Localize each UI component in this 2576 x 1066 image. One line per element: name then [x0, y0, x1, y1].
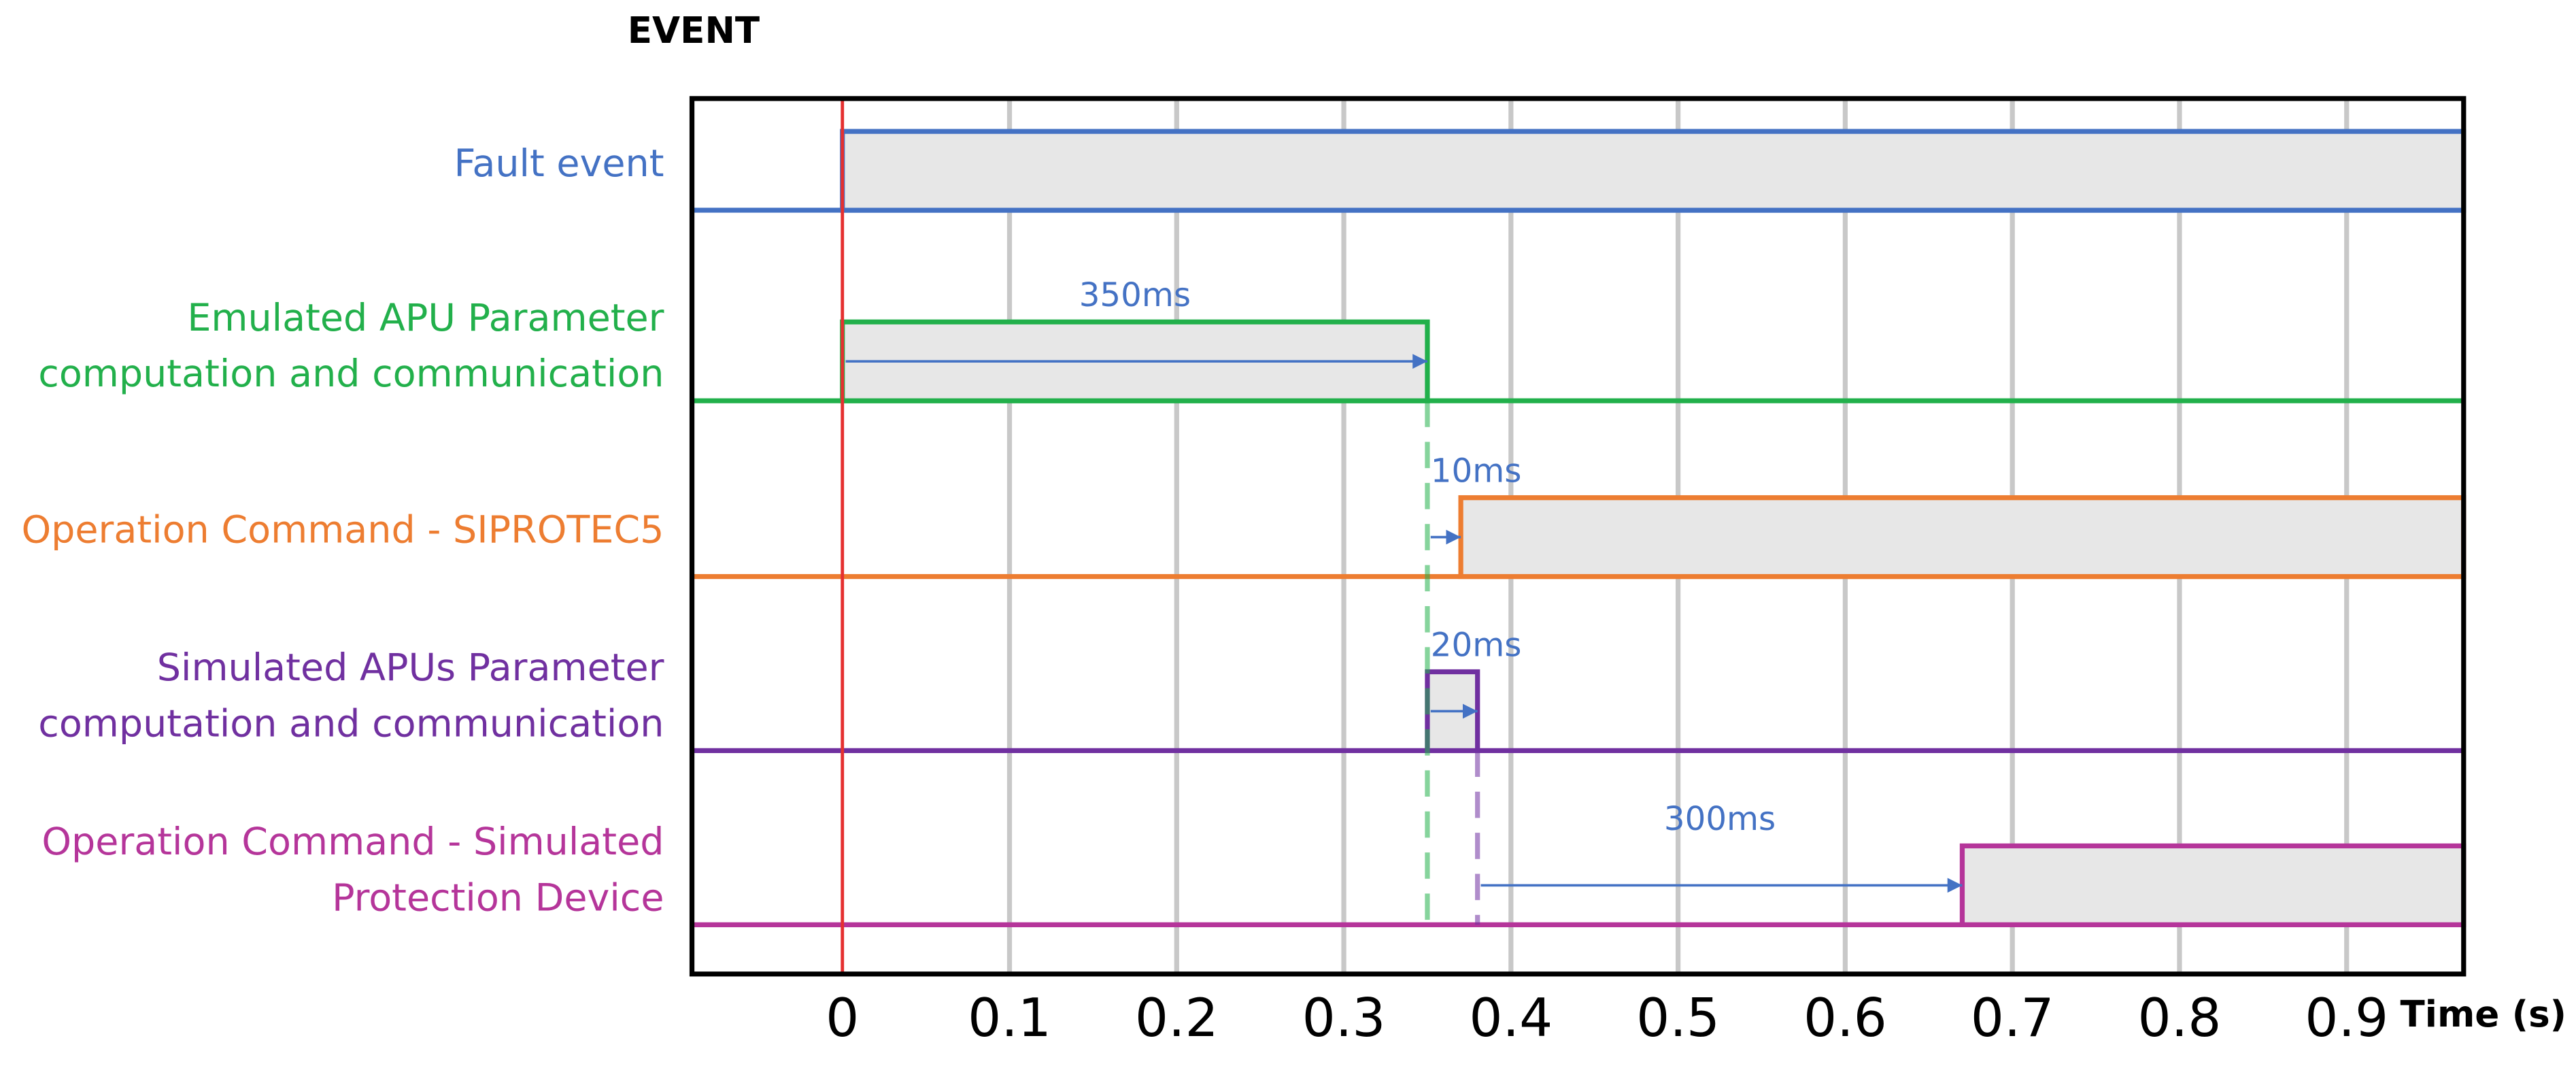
x-axis-label: Time (s) — [2401, 993, 2566, 1035]
row-label: Fault event — [454, 141, 664, 186]
row-label: computation and communication — [38, 701, 664, 746]
row-label: computation and communication — [38, 352, 664, 396]
row-label: Operation Command - Simulated — [41, 820, 664, 864]
chart-title: EVENT — [628, 10, 760, 52]
x-tick-label: 0.5 — [1636, 988, 1720, 1049]
plot-frame — [689, 96, 2467, 977]
state-box — [1959, 843, 2467, 927]
row-label: Simulated APUs Parameter — [157, 646, 664, 690]
x-tick-label: 0.4 — [1469, 988, 1553, 1049]
duration-label: 300ms — [1664, 800, 1776, 838]
duration-label: 10ms — [1431, 452, 1522, 490]
state-box — [840, 129, 2467, 213]
x-tick-label: 0 — [826, 988, 859, 1049]
x-tick-label: 0.9 — [2305, 988, 2388, 1049]
row-label: Operation Command - SIPROTEC5 — [21, 507, 664, 552]
row-label: Protection Device — [332, 876, 664, 920]
duration-label: 20ms — [1431, 626, 1522, 664]
x-tick-label: 0.2 — [1135, 988, 1219, 1049]
x-tick-label: 0.3 — [1302, 988, 1386, 1049]
row-label: Emulated APU Parameter — [187, 296, 664, 340]
x-tick-label: 0.6 — [1803, 988, 1887, 1049]
x-tick-label: 0.1 — [968, 988, 1051, 1049]
state-box — [1458, 495, 2467, 580]
x-tick-label: 0.8 — [2138, 988, 2222, 1049]
duration-label: 350ms — [1079, 276, 1191, 314]
x-tick-label: 0.7 — [1971, 988, 2054, 1049]
